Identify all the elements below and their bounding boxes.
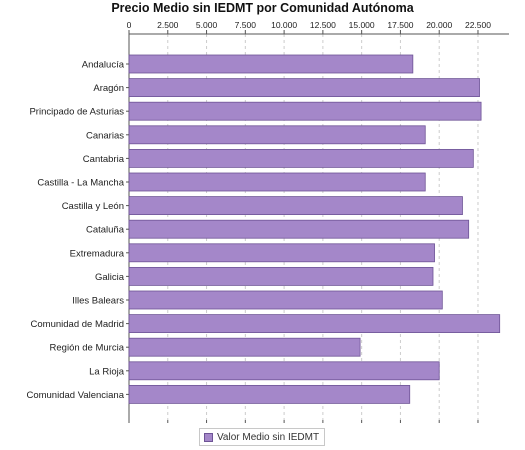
- category-label: Galicia: [95, 272, 125, 283]
- legend-label: Valor Medio sin IEDMT: [217, 431, 320, 443]
- x-tick-label: 20.000: [426, 20, 452, 30]
- legend: Valor Medio sin IEDMT: [199, 428, 326, 446]
- category-label: Comunidad Valenciana: [26, 390, 124, 401]
- bar: [128, 337, 361, 357]
- bar: [128, 243, 435, 263]
- x-tick-label: 10.000: [271, 20, 297, 30]
- category-label: Illes Balears: [72, 296, 124, 307]
- x-tick-label: 22.500: [465, 20, 491, 30]
- category-label: Principado de Asturias: [29, 107, 124, 118]
- bar: [128, 266, 434, 286]
- category-label: La Rioja: [89, 366, 125, 377]
- bar: [128, 78, 480, 97]
- bar: [128, 101, 482, 121]
- x-tick-label: 7.500: [235, 20, 257, 30]
- category-label: Castilla y León: [62, 201, 124, 212]
- legend-swatch: [204, 432, 213, 442]
- category-label: Extremadura: [70, 248, 125, 259]
- x-tick-label: 2.500: [157, 20, 179, 30]
- x-tick-label: 5.000: [196, 20, 218, 30]
- bar: [128, 290, 443, 310]
- category-label: Canarias: [86, 130, 124, 141]
- category-label: Cataluña: [86, 225, 125, 236]
- bar: [128, 196, 463, 216]
- x-tick-label: 12.500: [310, 20, 336, 30]
- x-tick-label: 17.500: [387, 20, 413, 30]
- x-tick-label: 15.000: [349, 20, 375, 30]
- category-label: Aragón: [93, 83, 124, 94]
- category-label: Comunidad de Madrid: [31, 319, 124, 330]
- bar: [128, 361, 440, 381]
- category-label: Región de Murcia: [50, 343, 125, 354]
- bar: [128, 384, 411, 404]
- bar: [128, 148, 474, 168]
- chart-title: Precio Medio sin IEDMT por Comunidad Aut…: [111, 1, 414, 15]
- bar: [128, 172, 426, 192]
- x-tick-label: 0: [127, 20, 132, 30]
- category-label: Castilla - La Mancha: [37, 178, 124, 189]
- bar: [128, 219, 470, 239]
- category-label: Andalucía: [82, 60, 125, 71]
- bar: [128, 54, 414, 74]
- bar: [128, 314, 501, 334]
- bar: [128, 125, 426, 145]
- category-label: Cantabria: [83, 154, 125, 165]
